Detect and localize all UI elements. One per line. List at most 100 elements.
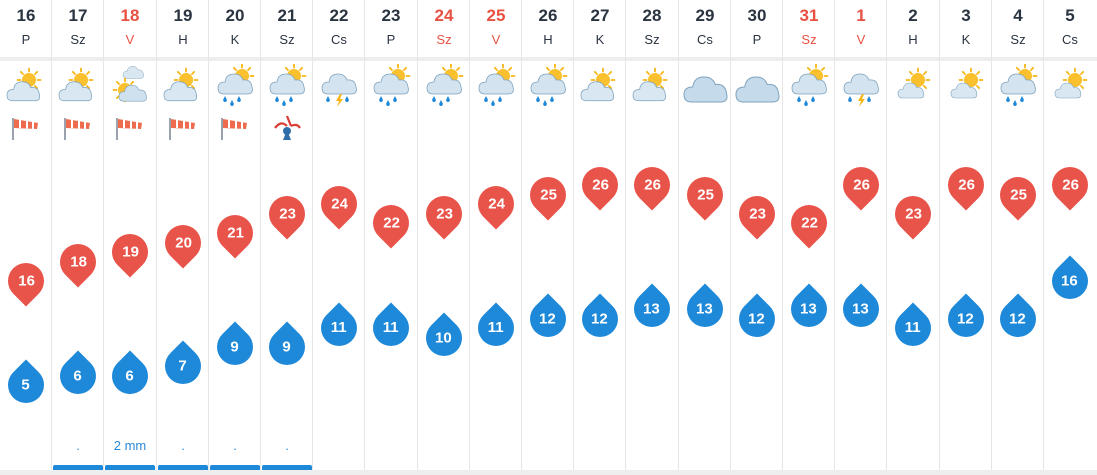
- day-column-0[interactable]: 16 P 16 5: [0, 0, 52, 470]
- windsock-icon: [62, 114, 94, 142]
- sun-behind-small-cloud-icon: [1045, 64, 1095, 110]
- day-column-17[interactable]: 2 H 23 11: [887, 0, 939, 470]
- day-column-12[interactable]: 28 Sz 26 13: [626, 0, 678, 470]
- cloud-icon: [680, 64, 730, 110]
- day-column-16[interactable]: 1 V 26 13: [835, 0, 887, 470]
- day-column-14[interactable]: 30 P 23 12: [731, 0, 783, 470]
- day-name: Sz: [644, 32, 660, 47]
- header-divider: [0, 57, 1097, 61]
- min-temp-drop: 9: [209, 321, 261, 373]
- min-temp-drop: 13: [626, 283, 678, 335]
- max-temp-value: 18: [69, 253, 87, 271]
- column-separator: [312, 0, 313, 470]
- day-column-2[interactable]: 18 V 19 6 2 mm: [104, 0, 156, 470]
- max-temp-pin: 21: [209, 207, 261, 259]
- day-name: Cs: [1062, 32, 1078, 47]
- max-temp-pin: 24: [313, 178, 365, 230]
- day-name: K: [961, 32, 971, 47]
- column-separator: [886, 0, 887, 470]
- max-temp-pin: 26: [626, 159, 678, 211]
- precipitation-amount: 2 mm: [113, 438, 147, 453]
- windsock-icon: [167, 114, 199, 142]
- day-column-1[interactable]: 17 Sz 18 6.: [52, 0, 104, 470]
- min-temp-drop: 6: [52, 350, 104, 401]
- precipitation-amount: .: [76, 438, 80, 453]
- day-column-13[interactable]: 29 Cs 25 13: [679, 0, 731, 470]
- max-temp-value: 23: [904, 205, 922, 223]
- max-temp-pin: 26: [574, 159, 626, 211]
- min-temp-drop: 11: [365, 302, 417, 354]
- day-column-6[interactable]: 22 Cs 24 11: [313, 0, 365, 470]
- min-temp-value: 13: [643, 300, 661, 318]
- day-column-20[interactable]: 5 Cs 26 16: [1044, 0, 1096, 470]
- min-temp-drop: 12: [574, 293, 626, 344]
- day-number: 1: [856, 6, 866, 25]
- day-number: 3: [961, 6, 971, 25]
- max-temp-pin: 23: [418, 188, 470, 240]
- precipitation-amount: .: [181, 438, 185, 453]
- day-column-19[interactable]: 4 Sz 25 12: [992, 0, 1044, 470]
- day-column-3[interactable]: 19 H 20 7.: [157, 0, 209, 470]
- bottom-divider: [0, 470, 1097, 475]
- day-number: 19: [173, 6, 193, 25]
- max-temp-value: 26: [643, 176, 661, 194]
- max-temp-value: 26: [852, 176, 870, 194]
- max-temp-value: 24: [330, 195, 348, 213]
- column-separator: [782, 0, 783, 470]
- day-column-8[interactable]: 24 Sz 23 10: [418, 0, 470, 470]
- max-temp-pin: 22: [365, 197, 417, 249]
- day-number: 22: [329, 6, 349, 25]
- min-temp-drop: 11: [470, 302, 522, 354]
- day-name: H: [543, 32, 553, 47]
- max-temp-pin: 25: [679, 169, 731, 221]
- day-number: 5: [1065, 6, 1075, 25]
- day-name: Sz: [436, 32, 452, 47]
- day-name: P: [752, 32, 762, 47]
- day-column-5[interactable]: 21 Sz 23 9.: [261, 0, 313, 470]
- max-temp-pin: 24: [470, 178, 522, 230]
- column-separator: [625, 0, 626, 470]
- column-separator: [51, 0, 52, 470]
- max-temp-value: 26: [591, 176, 609, 194]
- day-name: H: [908, 32, 918, 47]
- day-number: 17: [68, 6, 88, 25]
- min-temp-value: 11: [905, 319, 921, 337]
- max-temp-value: 19: [121, 243, 139, 261]
- precipitation-bar: [262, 465, 312, 470]
- day-column-4[interactable]: 20 K 21 9.: [209, 0, 261, 470]
- max-temp-pin: 23: [261, 188, 313, 240]
- min-temp-drop: 13: [679, 283, 731, 335]
- precipitation-amount: .: [285, 438, 289, 453]
- windsock-icon: [219, 114, 251, 142]
- min-temp-drop: 9: [261, 321, 313, 373]
- min-temp-value: 13: [852, 300, 870, 318]
- max-temp-value: 22: [800, 214, 818, 232]
- sun-cloud-rain-icon: [366, 63, 416, 110]
- day-column-15[interactable]: 31 Sz 22 13: [783, 0, 835, 470]
- column-separator: [156, 0, 157, 470]
- column-separator: [730, 0, 731, 470]
- max-temp-value: 23: [748, 205, 766, 223]
- day-name: Sz: [70, 32, 86, 47]
- max-temp-pin: 19: [104, 226, 156, 278]
- max-temp-value: 25: [696, 186, 714, 204]
- day-column-10[interactable]: 26 H 25 12: [522, 0, 574, 470]
- day-number: 23: [381, 6, 401, 25]
- sun-cloud-rain-icon: [210, 63, 260, 110]
- max-temp-pin: 26: [1044, 159, 1096, 211]
- min-temp-value: 9: [282, 338, 292, 356]
- min-temp-drop: 13: [783, 283, 835, 335]
- sun-behind-small-cloud-icon: [888, 64, 938, 110]
- precipitation-bar: [210, 465, 260, 470]
- day-column-11[interactable]: 27 K 26 12: [574, 0, 626, 470]
- day-column-7[interactable]: 23 P 22 11: [365, 0, 417, 470]
- sun-cloud-rain-icon: [419, 63, 469, 110]
- day-number: 29: [695, 6, 715, 25]
- day-column-18[interactable]: 3 K 26 12: [940, 0, 992, 470]
- day-column-9[interactable]: 25 V 24 11: [470, 0, 522, 470]
- min-temp-value: 12: [748, 310, 766, 327]
- column-separator: [573, 0, 574, 470]
- day-name: V: [856, 32, 866, 47]
- min-temp-value: 7: [178, 357, 188, 375]
- column-separator: [939, 0, 940, 470]
